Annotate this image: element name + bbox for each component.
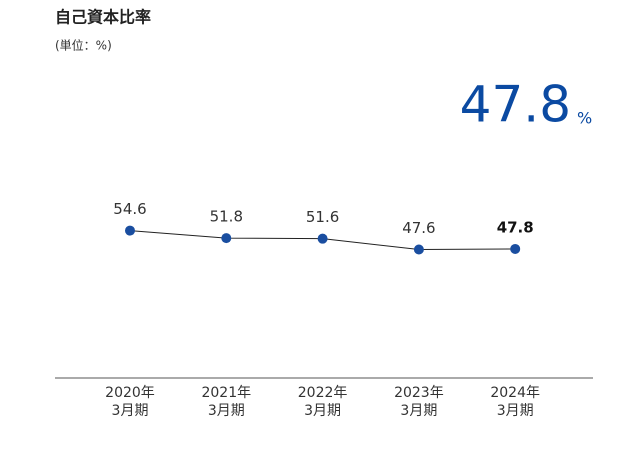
x-tick-label: 2023年 3月期 <box>394 385 444 419</box>
value-label: 54.6 <box>113 200 146 218</box>
highlight-unit: % <box>577 109 592 128</box>
point <box>413 244 424 255</box>
point <box>125 225 135 236</box>
value-label: 51.8 <box>210 208 243 226</box>
x-tick-label: 2020年 3月期 <box>105 385 155 419</box>
x-tick-label: 2024年 3月期 <box>490 385 540 419</box>
value-label: 47.6 <box>402 219 435 237</box>
point <box>317 233 328 244</box>
chart-subtitle: (単位：%) <box>55 38 112 53</box>
point <box>510 243 521 254</box>
value-label: 51.6 <box>306 208 339 226</box>
value-label: 47.8 <box>497 218 534 236</box>
chart-title: 自己資本比率 <box>55 8 151 27</box>
highlight-value: 47.8 <box>460 76 571 134</box>
point <box>221 233 232 244</box>
x-tick-label: 2021年 3月期 <box>201 385 252 419</box>
x-tick-label: 2022年 3月期 <box>297 385 348 419</box>
